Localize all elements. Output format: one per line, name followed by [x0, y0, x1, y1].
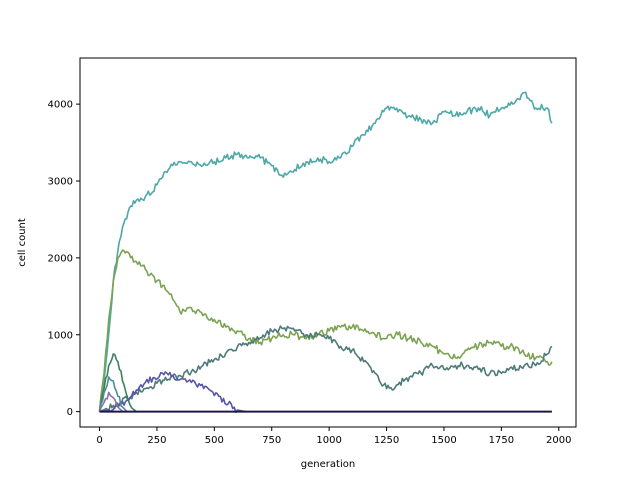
y-tick-label: 0: [67, 407, 73, 418]
x-tick-label: 1750: [489, 435, 514, 446]
x-tick-label: 250: [147, 435, 166, 446]
series-line-7: [98, 391, 124, 413]
series-line-5: [98, 353, 137, 413]
x-tick-label: 1500: [431, 435, 456, 446]
x-tick-label: 750: [262, 435, 281, 446]
x-tick-label: 500: [205, 435, 224, 446]
y-tick-label: 4000: [48, 100, 73, 111]
series-line-2: [98, 249, 553, 412]
y-tick-label: 1000: [48, 330, 73, 341]
series-line-4: [99, 371, 247, 414]
x-tick-label: 2000: [546, 435, 571, 446]
x-axis: 0 250 500 750 1000 1250 1500 1750 2000: [96, 427, 572, 446]
y-axis: 0 1000 2000 3000 4000: [48, 100, 80, 418]
y-tick-label: 2000: [48, 253, 73, 264]
y-tick-label: 3000: [48, 177, 73, 188]
x-tick-label: 1000: [316, 435, 341, 446]
x-tick-label: 1250: [374, 435, 399, 446]
series-line-6: [98, 376, 128, 413]
series-line-3: [99, 325, 553, 413]
series-line-1: [98, 91, 553, 412]
x-tick-label: 0: [96, 435, 102, 446]
x-axis-label: generation: [301, 459, 355, 470]
chart-marks: [98, 91, 553, 414]
plot-frame: [79, 57, 577, 428]
y-axis-label: cell count: [17, 218, 28, 267]
